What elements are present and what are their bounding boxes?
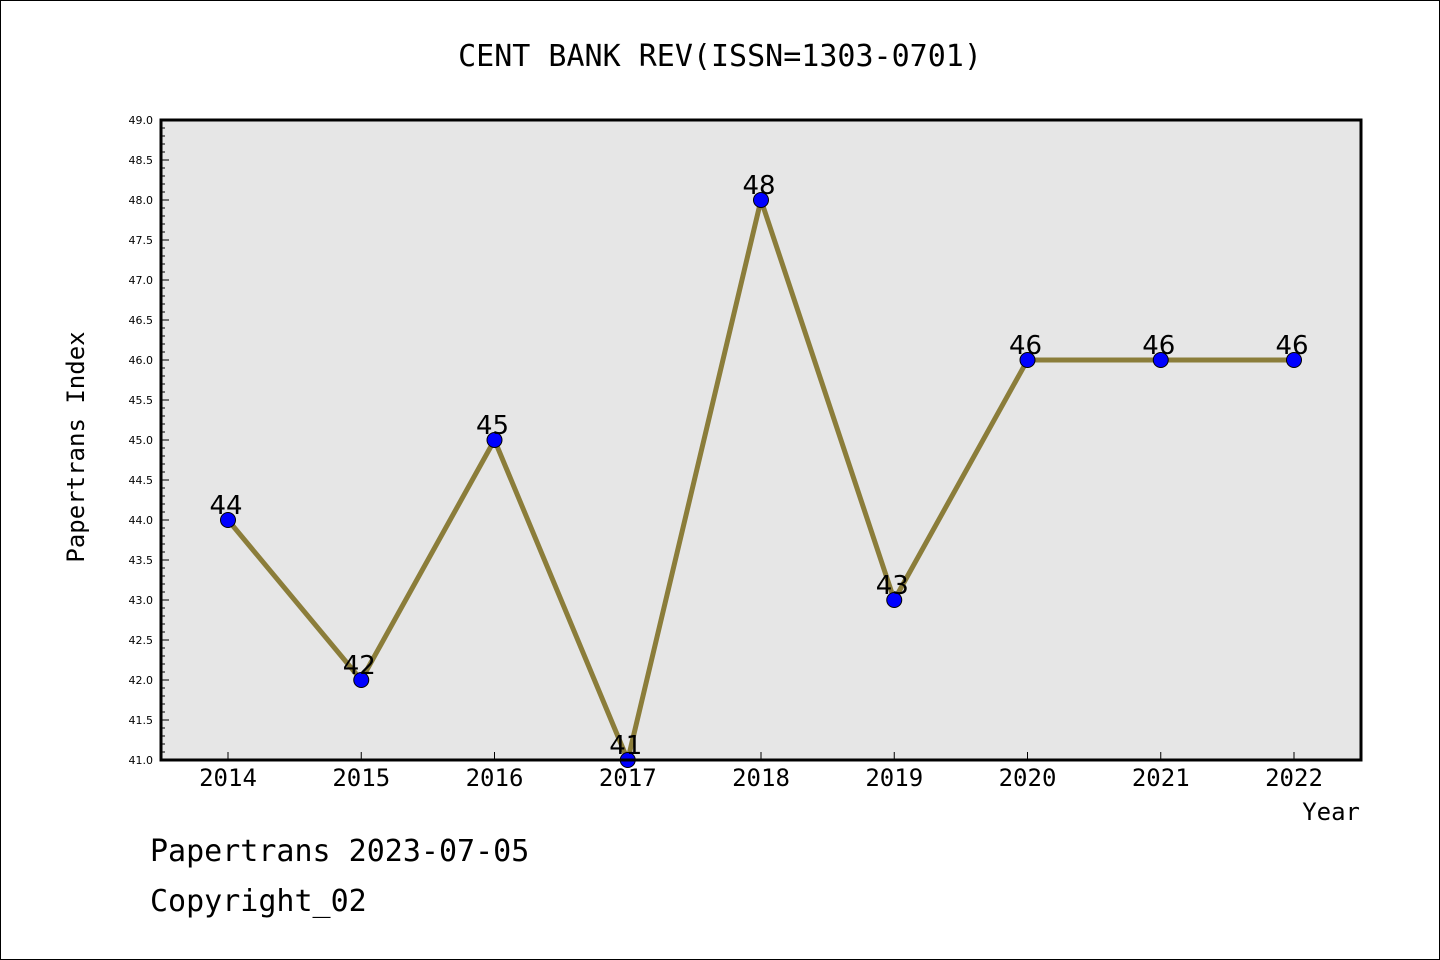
x-tick-label: 2015 (332, 764, 390, 792)
data-point (886, 592, 903, 608)
x-tick-label: 2018 (732, 764, 790, 792)
x-tick-label: 2021 (1132, 764, 1190, 792)
y-tick-label: 42.5 (129, 634, 154, 647)
footer-copyright: Copyright_02 (150, 884, 367, 919)
y-tick-label: 43.5 (129, 554, 154, 567)
y-tick-label: 48.5 (129, 154, 154, 167)
data-point (486, 432, 503, 448)
y-tick-label: 48.0 (129, 194, 154, 207)
plot-area (161, 120, 1361, 760)
data-label: 42 (343, 651, 376, 681)
y-tick-label: 45.0 (129, 434, 154, 447)
data-label: 45 (476, 411, 509, 441)
y-tick-label: 46.5 (129, 314, 154, 327)
data-labels: 44 42 45 41 48 43 46 46 46 (209, 171, 1308, 761)
data-label: 48 (742, 171, 775, 201)
data-label: 46 (1009, 331, 1042, 361)
x-tick-label: 2022 (1265, 764, 1323, 792)
x-tick-label: 2016 (466, 764, 524, 792)
data-point (753, 192, 769, 208)
x-tick-label: 2014 (199, 764, 257, 792)
y-axis: 41.0 41.5 42.0 42.5 43.0 43.5 44.0 44.5 45.0 45.5… (129, 114, 169, 767)
footer-date: Papertrans 2023-07-05 (150, 834, 530, 869)
x-tick-label: 2020 (999, 764, 1057, 792)
data-label: 41 (609, 731, 642, 761)
y-tick-label: 47.5 (129, 234, 154, 247)
y-axis-label: Papertrans Index (62, 331, 90, 562)
data-point (1019, 352, 1036, 368)
y-tick-label: 47.0 (129, 274, 154, 287)
data-label: 43 (876, 571, 909, 601)
y-tick-label: 42.0 (129, 674, 154, 687)
data-label: 46 (1142, 331, 1175, 361)
data-point (1286, 352, 1302, 368)
x-tick-label: 2019 (865, 764, 923, 792)
data-point (220, 512, 236, 528)
x-tick-label: 2017 (599, 764, 657, 792)
y-tick-label: 46.0 (129, 354, 154, 367)
plot-border (159, 118, 1363, 762)
data-point (353, 672, 370, 688)
y-tick-label: 44.0 (129, 514, 154, 527)
data-label: 44 (209, 491, 242, 521)
x-axis-label: Year (1302, 798, 1360, 826)
y-tick-label: 45.5 (129, 394, 154, 407)
y-tick-label: 44.5 (129, 474, 154, 487)
data-label: 46 (1275, 331, 1308, 361)
y-tick-label: 41.0 (129, 754, 154, 767)
chart-title: CENT BANK REV(ISSN=1303-0701) (458, 39, 982, 74)
data-point (1152, 352, 1169, 368)
y-tick-label: 43.0 (129, 594, 154, 607)
y-tick-label: 49.0 (129, 114, 154, 127)
y-tick-label: 41.5 (129, 714, 154, 727)
